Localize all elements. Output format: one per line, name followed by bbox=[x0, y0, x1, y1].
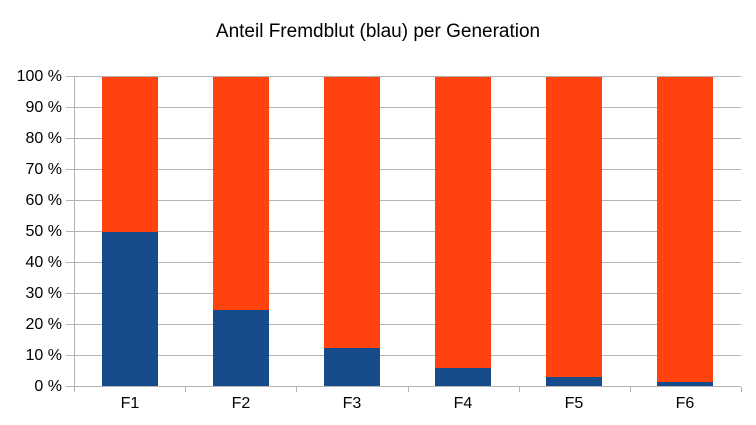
x-axis-tick bbox=[408, 387, 409, 392]
gridline bbox=[74, 293, 741, 294]
bar-segment-blue bbox=[657, 382, 713, 387]
y-axis-line bbox=[74, 77, 75, 392]
bar-segment-blue bbox=[546, 377, 602, 387]
x-axis-tick bbox=[519, 387, 520, 392]
y-axis-tick bbox=[66, 231, 74, 232]
y-axis-tick bbox=[66, 293, 74, 294]
y-tick-label: 80 % bbox=[25, 130, 62, 147]
y-tick-label: 0 % bbox=[34, 378, 62, 395]
y-axis-tick bbox=[66, 200, 74, 201]
bar-segment-orange bbox=[435, 77, 491, 368]
x-tick-label: F6 bbox=[675, 395, 695, 412]
x-tick-label: F1 bbox=[120, 395, 140, 412]
x-tick-label: F5 bbox=[564, 395, 584, 412]
bar-segment-blue bbox=[102, 232, 158, 387]
bar-segment-orange bbox=[546, 77, 602, 378]
x-axis-line bbox=[74, 386, 741, 387]
y-tick-label: 60 % bbox=[25, 192, 62, 209]
bar-segment-blue bbox=[213, 309, 269, 387]
y-tick-label: 70 % bbox=[25, 161, 62, 178]
y-axis-tick bbox=[66, 107, 74, 108]
y-axis-tick bbox=[66, 262, 74, 263]
y-tick-label: 50 % bbox=[25, 223, 62, 240]
gridline bbox=[74, 169, 741, 170]
gridline bbox=[74, 324, 741, 325]
gridline bbox=[74, 355, 741, 356]
x-axis-tick bbox=[185, 387, 186, 392]
gridline bbox=[74, 262, 741, 263]
gridline bbox=[74, 231, 741, 232]
y-axis-tick bbox=[66, 355, 74, 356]
y-tick-label: 30 % bbox=[25, 285, 62, 302]
y-axis-tick bbox=[66, 386, 74, 387]
y-tick-label: 100 % bbox=[16, 68, 62, 85]
y-axis-tick bbox=[66, 138, 74, 139]
y-tick-label: 10 % bbox=[25, 347, 62, 364]
y-tick-label: 40 % bbox=[25, 254, 62, 271]
x-axis-tick bbox=[741, 387, 742, 392]
x-tick-label: F2 bbox=[231, 395, 251, 412]
bar-segment-orange bbox=[324, 77, 380, 349]
gridline bbox=[74, 107, 741, 108]
bar-segment-blue bbox=[324, 348, 380, 387]
x-axis-tick bbox=[296, 387, 297, 392]
bar-segment-orange bbox=[657, 77, 713, 383]
y-axis-tick bbox=[66, 76, 74, 77]
bar-segment-orange bbox=[213, 77, 269, 310]
y-axis-tick bbox=[66, 169, 74, 170]
y-axis-tick bbox=[66, 324, 74, 325]
y-tick-label: 20 % bbox=[25, 316, 62, 333]
chart-title: Anteil Fremdblut (blau) per Generation bbox=[215, 21, 541, 42]
x-tick-label: F4 bbox=[453, 395, 473, 412]
bar-segment-blue bbox=[435, 367, 491, 387]
gridline bbox=[74, 200, 741, 201]
y-tick-label: 90 % bbox=[25, 99, 62, 116]
x-axis-tick bbox=[630, 387, 631, 392]
bar-segment-orange bbox=[102, 77, 158, 232]
x-tick-label: F3 bbox=[342, 395, 362, 412]
gridline bbox=[74, 138, 741, 139]
plot-area: 0 % 10 % 20 % 30 % 40 % 50 % 60 % 70 % 80 % 90 % 1… bbox=[17, 68, 742, 412]
gridline bbox=[74, 76, 741, 77]
